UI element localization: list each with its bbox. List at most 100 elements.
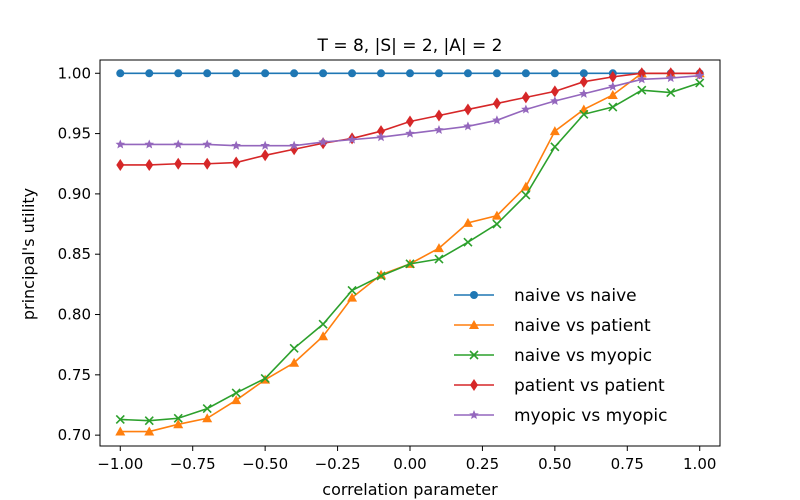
x-axis-label: correlation parameter <box>322 480 498 499</box>
data-point <box>289 343 299 353</box>
data-point <box>144 426 155 436</box>
x-tick-label: 0.50 <box>538 455 571 473</box>
data-point <box>550 96 560 106</box>
legend-item-1: naive vs patient <box>454 316 651 336</box>
data-point <box>115 139 126 149</box>
data-point <box>231 395 242 405</box>
data-point <box>377 125 386 138</box>
data-point <box>607 89 618 99</box>
data-point <box>579 88 589 98</box>
data-point <box>318 319 328 329</box>
data-point <box>695 78 705 88</box>
data-point <box>377 69 386 78</box>
x-tick-label: −0.75 <box>170 455 216 473</box>
data-point <box>289 357 300 367</box>
data-point <box>608 70 617 83</box>
data-point <box>521 104 531 114</box>
data-point <box>203 157 212 170</box>
y-tick-label: 1.00 <box>58 64 91 82</box>
x-tick-label: −0.50 <box>242 455 288 473</box>
axes: −1.00 −0.75 −0.50 −0.25 0.00 0.25 0.50 0.75 1.00… <box>58 59 721 473</box>
x-tick-label: 0.00 <box>393 455 426 473</box>
data-point <box>406 69 414 78</box>
data-point <box>462 217 473 227</box>
data-point <box>174 69 183 78</box>
data-point <box>260 140 270 150</box>
legend: naive vs naive naive vs patient naive vs m… <box>454 286 668 426</box>
data-point <box>608 81 618 91</box>
series-2 <box>115 78 705 426</box>
data-point <box>665 73 676 83</box>
data-point <box>434 124 444 135</box>
legend-label: naive vs patient <box>514 316 651 336</box>
data-point <box>347 134 357 144</box>
data-point <box>202 413 213 423</box>
data-point <box>319 69 328 78</box>
data-point <box>318 137 328 147</box>
data-point <box>637 85 647 95</box>
data-point <box>520 181 531 191</box>
data-point <box>202 139 212 149</box>
legend-marker <box>470 379 478 391</box>
data-point <box>347 285 357 295</box>
legend-marker <box>469 350 479 360</box>
y-tick-label: 0.80 <box>58 306 91 324</box>
x-tick-label: −0.25 <box>315 455 361 473</box>
data-point <box>463 237 473 247</box>
legend-item-0: naive vs naive <box>454 286 637 306</box>
series-4 <box>115 70 705 150</box>
data-point <box>260 373 270 384</box>
data-point <box>232 69 241 78</box>
data-point <box>231 388 241 398</box>
data-point <box>144 139 155 149</box>
data-point <box>405 128 415 138</box>
data-point <box>433 243 444 253</box>
data-point <box>521 69 530 78</box>
data-point <box>347 292 358 302</box>
data-point <box>261 69 270 78</box>
data-point <box>116 158 125 171</box>
data-point <box>492 219 502 229</box>
data-point <box>174 157 183 170</box>
y-tick-label: 0.90 <box>58 185 91 203</box>
x-tick-label: 0.75 <box>611 455 644 473</box>
data-point <box>289 140 299 150</box>
data-point <box>608 102 618 112</box>
legend-item-4: myopic vs myopic <box>454 406 668 426</box>
y-tick-label: 0.85 <box>58 245 91 263</box>
x-tick-label: 0.25 <box>466 455 499 473</box>
data-point <box>406 115 414 128</box>
data-point <box>115 426 126 436</box>
data-point <box>549 126 560 136</box>
data-point <box>463 69 472 78</box>
chart-title: T = 8, |S| = 2, |A| = 2 <box>317 36 503 56</box>
data-point <box>173 139 183 149</box>
legend-label: naive vs myopic <box>514 346 652 366</box>
legend-label: patient vs patient <box>514 376 665 396</box>
legend-item-3: patient vs patient <box>454 376 665 396</box>
data-point <box>579 69 588 78</box>
data-point <box>434 109 443 122</box>
data-point <box>173 413 183 423</box>
data-point <box>231 140 241 150</box>
legend-marker <box>469 320 479 329</box>
x-tick-label: 1.00 <box>683 455 716 473</box>
data-point <box>116 69 125 78</box>
data-point <box>550 69 559 78</box>
data-point <box>694 70 705 80</box>
plot-area <box>115 67 705 436</box>
data-point <box>463 103 472 116</box>
data-point <box>261 149 270 162</box>
legend-marker <box>469 410 479 420</box>
legend-label: naive vs naive <box>514 286 637 306</box>
data-point <box>232 156 241 169</box>
legend-label: myopic vs myopic <box>514 406 668 426</box>
data-point <box>434 69 443 78</box>
data-point <box>376 132 386 142</box>
legend-marker <box>470 291 478 299</box>
data-point <box>521 91 530 104</box>
data-point <box>144 416 154 426</box>
data-point <box>492 69 501 78</box>
